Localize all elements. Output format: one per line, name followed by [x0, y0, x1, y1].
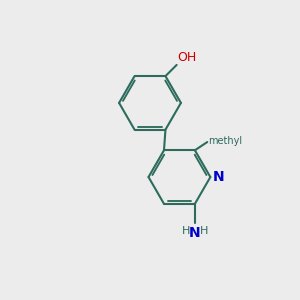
Text: methyl: methyl: [208, 136, 243, 146]
Text: N: N: [189, 226, 201, 240]
Text: H: H: [182, 226, 190, 236]
Text: OH: OH: [178, 51, 197, 64]
Text: H: H: [200, 226, 208, 236]
Text: N: N: [213, 170, 224, 184]
